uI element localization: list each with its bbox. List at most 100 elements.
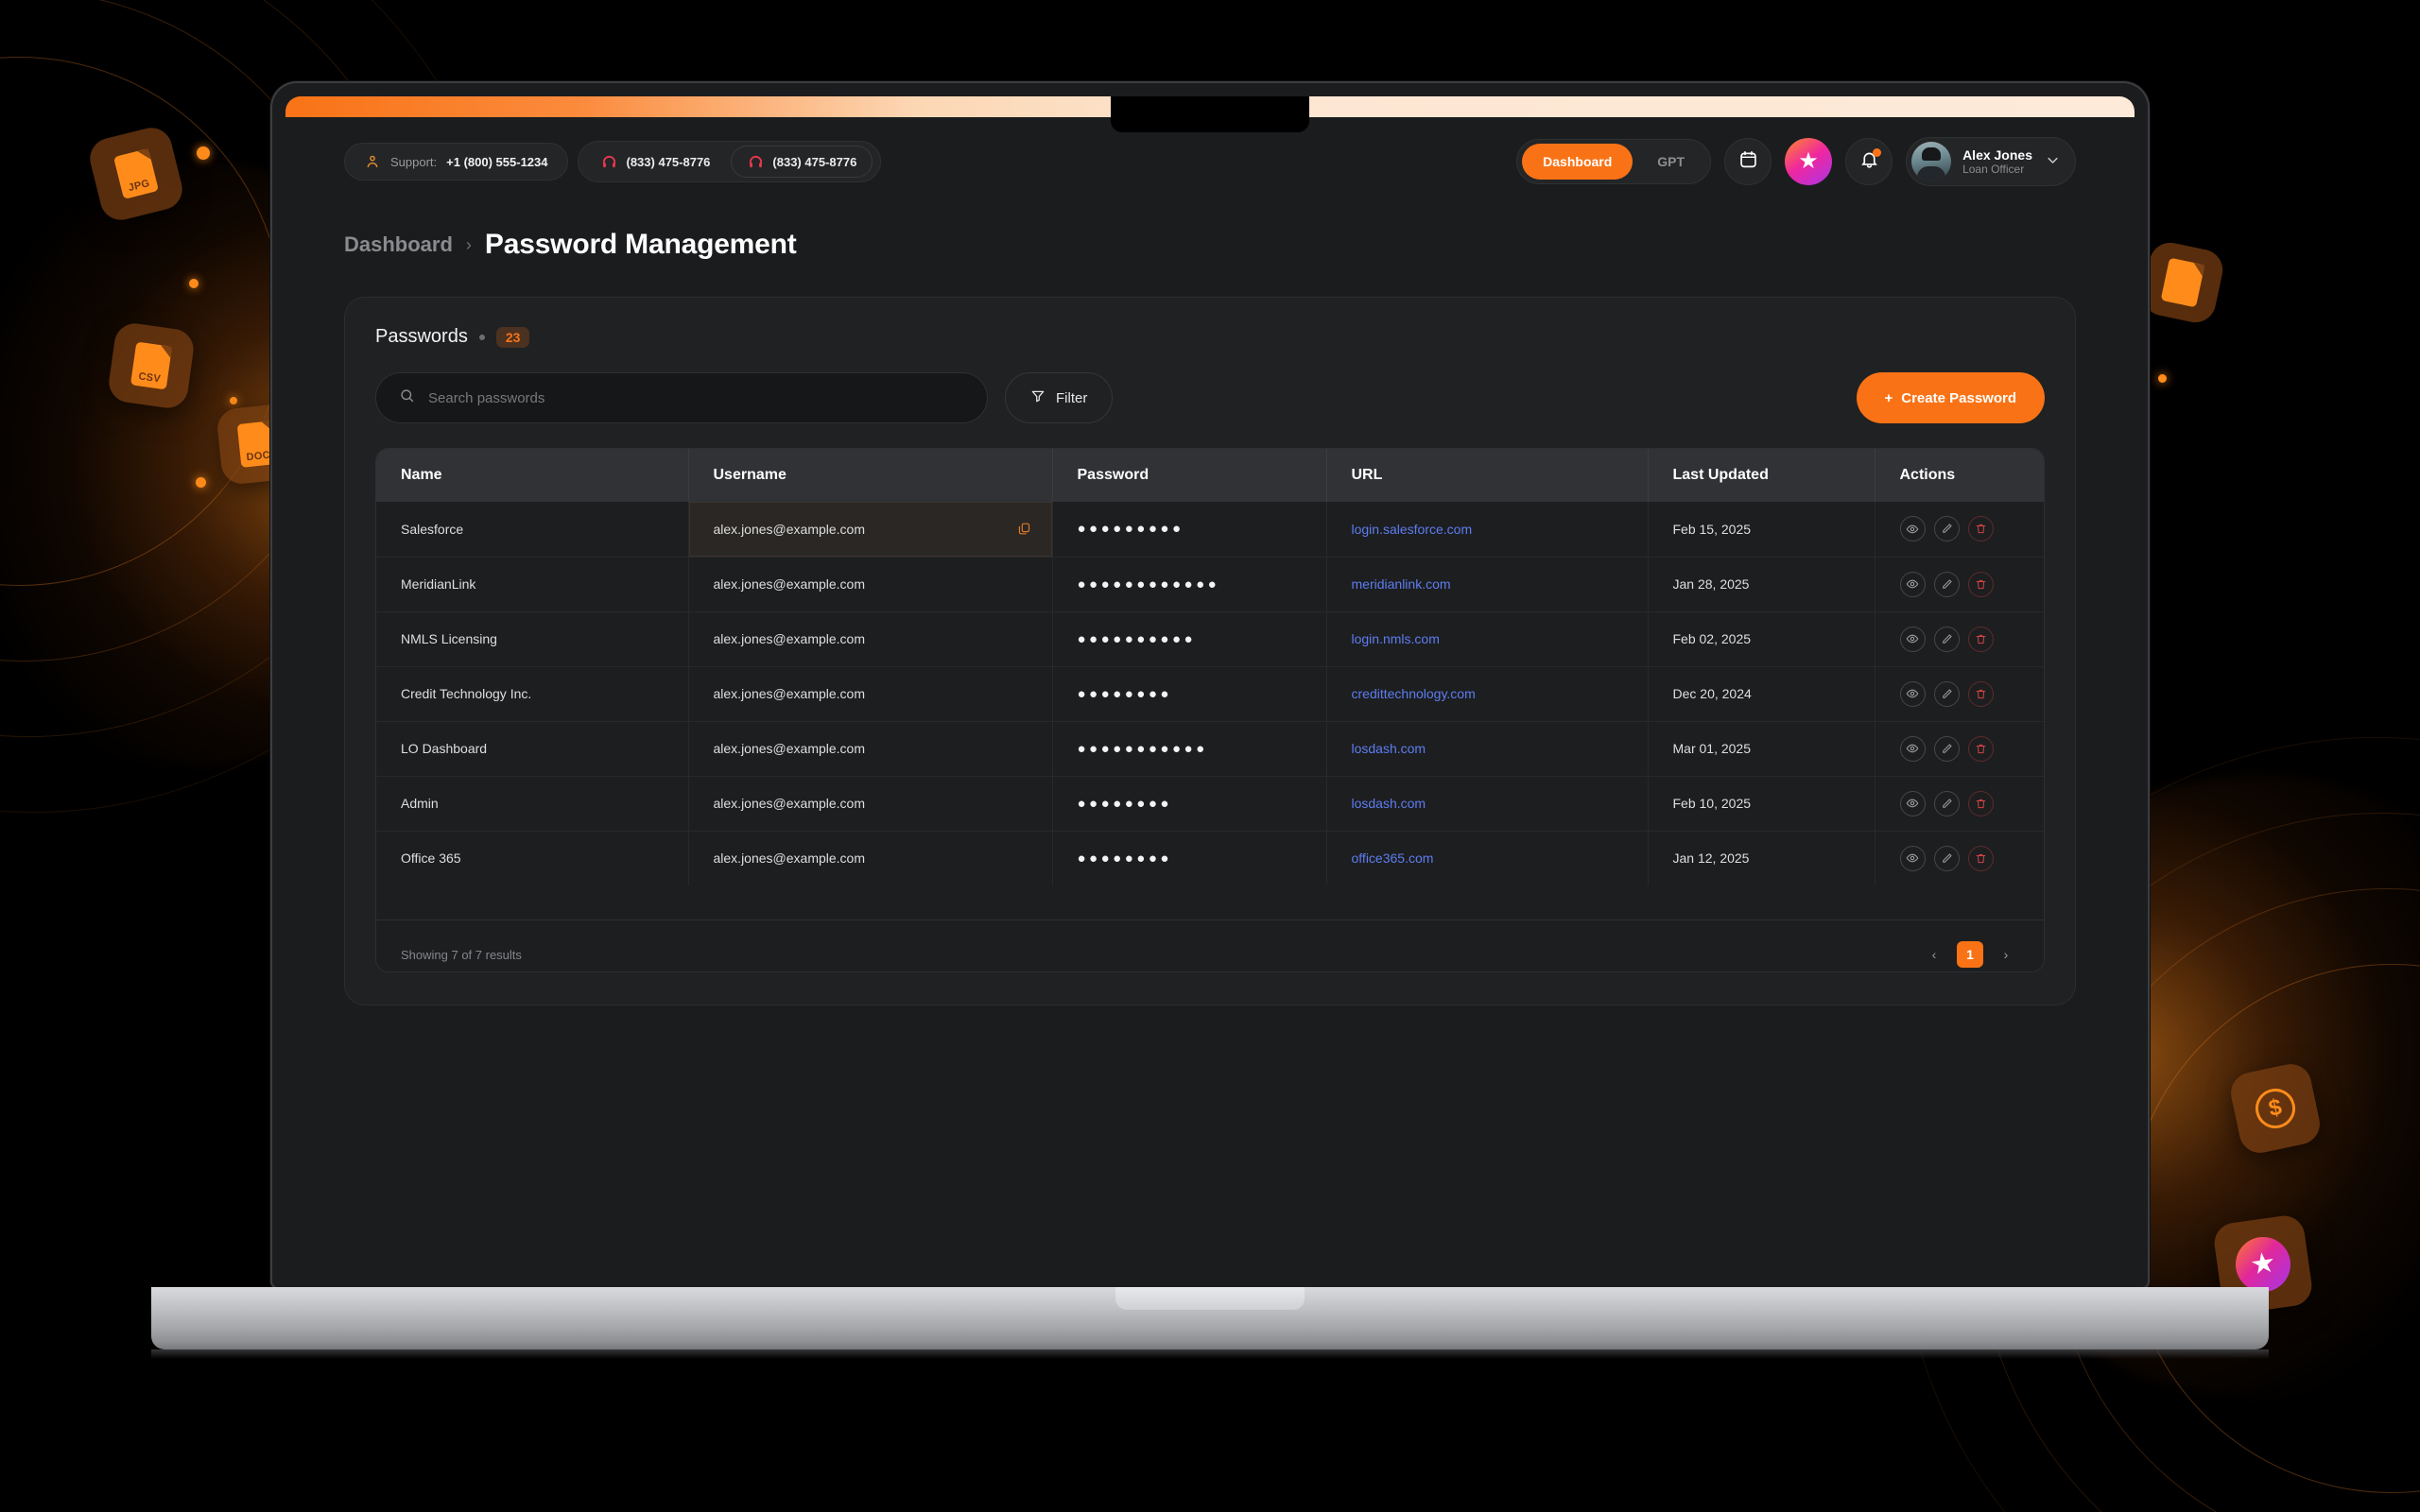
user-profile-menu[interactable]: Alex Jones Loan Officer [1906, 137, 2076, 186]
edit-icon[interactable] [1933, 790, 1960, 816]
delete-icon[interactable] [1967, 626, 1994, 652]
edit-icon[interactable] [1933, 516, 1960, 542]
cell-name: NMLS Licensing [376, 610, 689, 666]
cell-username[interactable]: alex.jones@example.com [688, 556, 1053, 611]
cell-actions [1875, 556, 2044, 611]
plus-icon: + [1884, 389, 1893, 406]
notifications-button[interactable] [1845, 138, 1893, 185]
view-icon[interactable] [1899, 845, 1926, 871]
search-icon [399, 387, 415, 408]
profile-text: Alex Jones Loan Officer [1962, 147, 2032, 177]
delete-icon[interactable] [1967, 516, 1994, 542]
url-link[interactable]: login.nmls.com [1351, 631, 1440, 646]
file-badge-csv: CSV [106, 320, 197, 411]
ai-star-button[interactable]: ★ [1785, 138, 1833, 185]
bell-icon [1859, 149, 1879, 174]
cell-username[interactable]: alex.jones@example.com [688, 665, 1053, 721]
table-head: Name Username Password URL Last Updated … [376, 449, 2044, 502]
url-link[interactable]: losdash.com [1351, 796, 1426, 811]
cell-username[interactable]: alex.jones@example.com [688, 720, 1053, 776]
password-mask: ●●●●●●●● [1077, 685, 1172, 702]
view-icon[interactable] [1899, 516, 1926, 542]
password-mask: ●●●●●●●● [1077, 795, 1172, 812]
pagination-page-1[interactable]: 1 [1957, 941, 1983, 968]
cell-username[interactable]: alex.jones@example.com [688, 610, 1053, 666]
cell-last-updated: Jan 28, 2025 [1648, 556, 1876, 611]
password-mask: ●●●●●●●●●● [1077, 630, 1197, 647]
phone-pill-1[interactable]: (833) 475-8776 [586, 146, 726, 178]
edit-icon[interactable] [1933, 626, 1960, 652]
calendar-icon [1738, 149, 1758, 174]
orbit-dot [197, 146, 210, 160]
calendar-button[interactable] [1724, 138, 1772, 185]
pagination-prev[interactable]: ‹ [1921, 941, 1947, 968]
view-icon[interactable] [1899, 626, 1926, 652]
copy-icon[interactable] [1017, 522, 1031, 536]
view-icon[interactable] [1899, 680, 1926, 707]
file-badge-label: JPG [127, 178, 151, 195]
cell-name: LO Dashboard [376, 720, 689, 776]
view-icon[interactable] [1899, 790, 1926, 816]
profile-name: Alex Jones [1962, 146, 2032, 163]
table-header-row: Name Username Password URL Last Updated … [376, 449, 2044, 502]
delete-icon[interactable] [1967, 735, 1994, 762]
cell-password: ●●●●●●●●●●● [1052, 720, 1327, 776]
phone-pill-2[interactable]: (833) 475-8776 [731, 146, 873, 178]
edit-icon[interactable] [1933, 845, 1960, 871]
orbit-dot [196, 477, 206, 488]
view-icon[interactable] [1899, 571, 1926, 597]
cell-actions [1875, 720, 2044, 776]
cell-url: login.nmls.com [1326, 610, 1649, 666]
support-pill[interactable]: Support: +1 (800) 555-1234 [344, 143, 568, 180]
table-row: Office 365 alex.jones@example.com ●●●●●●●●… [376, 830, 2044, 885]
url-link[interactable]: login.salesforce.com [1351, 521, 1473, 537]
column-header-updated: Last Updated [1648, 449, 1876, 502]
view-icon[interactable] [1899, 735, 1926, 762]
cell-password: ●●●●●●●●●● [1052, 610, 1327, 666]
cell-password: ●●●●●●●● [1052, 775, 1327, 831]
cell-username[interactable]: alex.jones@example.com [688, 775, 1053, 831]
pagination-next[interactable]: › [1993, 941, 2019, 968]
edit-icon[interactable] [1933, 735, 1960, 762]
cell-actions [1875, 665, 2044, 721]
cell-username[interactable]: alex.jones@example.com [688, 830, 1053, 885]
delete-icon[interactable] [1967, 790, 1994, 816]
cell-last-updated: Feb 15, 2025 [1648, 502, 1876, 557]
delete-icon[interactable] [1967, 845, 1994, 871]
cell-name: MeridianLink [376, 556, 689, 611]
tab-dashboard[interactable]: Dashboard [1522, 144, 1634, 180]
laptop-base [151, 1287, 2269, 1349]
laptop-base-notch [1115, 1287, 1305, 1310]
url-link[interactable]: credittechnology.com [1351, 686, 1476, 701]
create-password-button[interactable]: + Create Password [1856, 372, 2045, 423]
password-mask: ●●●●●●●● [1077, 850, 1172, 867]
edit-icon[interactable] [1933, 680, 1960, 707]
headset-icon [747, 153, 764, 170]
edit-icon[interactable] [1933, 571, 1960, 597]
url-link[interactable]: office365.com [1351, 850, 1434, 867]
search-box[interactable] [375, 372, 988, 423]
cell-username[interactable]: alex.jones@example.com [688, 502, 1053, 557]
filter-button[interactable]: Filter [1005, 372, 1114, 423]
orbit-dot [189, 279, 199, 288]
url-link[interactable]: meridianlink.com [1351, 576, 1451, 592]
breadcrumb-dashboard[interactable]: Dashboard [344, 232, 453, 256]
camera-notch [1111, 96, 1309, 132]
password-mask: ●●●●●●●●●●●● [1077, 576, 1220, 593]
tab-gpt[interactable]: GPT [1657, 154, 1685, 169]
passwords-table: Name Username Password URL Last Updated … [376, 449, 2044, 885]
phone-number: (833) 475-8776 [772, 154, 857, 169]
create-password-label: Create Password [1901, 389, 2016, 406]
delete-icon[interactable] [1967, 680, 1994, 707]
url-link[interactable]: losdash.com [1351, 741, 1426, 756]
app-root: Support: +1 (800) 555-1234 [285, 117, 2135, 1261]
delete-icon[interactable] [1967, 571, 1994, 597]
table-row: MeridianLink alex.jones@example.com ●●●●●●… [376, 556, 2044, 611]
filter-label: Filter [1056, 389, 1088, 406]
cell-actions [1875, 830, 2044, 885]
column-header-username: Username [688, 449, 1053, 502]
search-input[interactable] [428, 389, 964, 406]
username-text: alex.jones@example.com [713, 686, 866, 701]
cell-url: login.salesforce.com [1326, 502, 1649, 557]
password-mask: ●●●●●●●●●●● [1077, 740, 1208, 757]
